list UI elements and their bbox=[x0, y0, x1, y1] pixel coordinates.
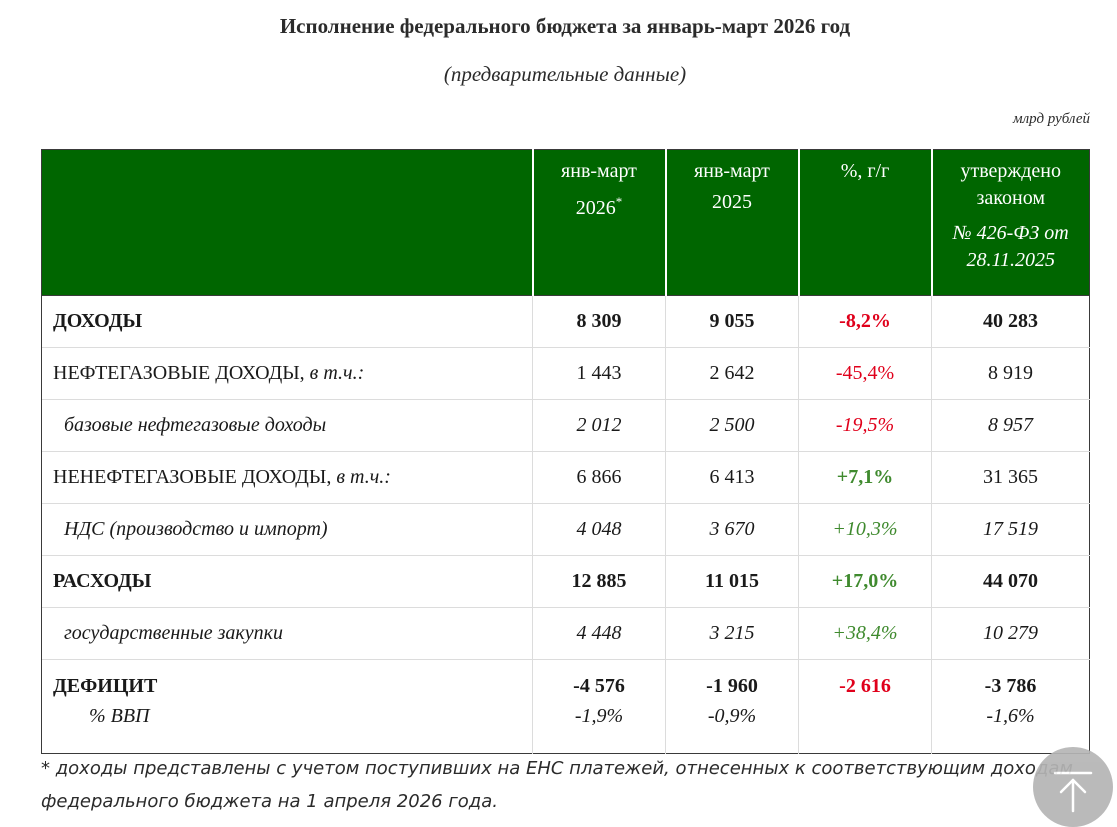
header-2025-line1: янв-март bbox=[694, 160, 770, 182]
cell-law: -3 786 bbox=[931, 659, 1090, 701]
cell-pct: -19,5% bbox=[798, 399, 932, 452]
cell-2026: 4 048 bbox=[532, 503, 666, 556]
footnote-mark: * bbox=[615, 194, 623, 209]
cell-pct: +7,1% bbox=[798, 451, 932, 504]
cell-2026: -4 576 bbox=[532, 659, 666, 701]
table-row-procurement: государственные закупки 4 448 3 215 +38,… bbox=[41, 607, 1090, 660]
row-label-text: НЕНЕФТЕГАЗОВЫЕ ДОХОДЫ, bbox=[53, 466, 337, 488]
header-law: утверждено законом № 426-ФЗ от 28.11.202… bbox=[930, 149, 1090, 296]
cell-2025: 2 642 bbox=[665, 347, 799, 400]
table-row-base-oil-gas: базовые нефтегазовые доходы 2 012 2 500 … bbox=[41, 399, 1090, 452]
cell-2025: 2 500 bbox=[665, 399, 799, 452]
row-label: ДЕФИЦИТ bbox=[41, 659, 533, 701]
table-row-deficit: ДЕФИЦИТ -4 576 -1 960 -2 616 -3 786 bbox=[41, 659, 1090, 701]
cell-2026: 1 443 bbox=[532, 347, 666, 400]
header-pct: %, г/г bbox=[797, 149, 932, 296]
scroll-to-top-button[interactable] bbox=[1033, 747, 1113, 827]
page-title: Исполнение федерального бюджета за январ… bbox=[279, 14, 851, 38]
table-row-revenue: ДОХОДЫ 8 309 9 055 -8,2% 40 283 bbox=[41, 295, 1090, 348]
cell-2026: 8 309 bbox=[532, 295, 666, 348]
cell-2025: -1 960 bbox=[665, 659, 799, 701]
arrow-up-icon bbox=[1053, 771, 1093, 813]
cell-law: -1,6% bbox=[931, 701, 1090, 754]
header-law-line4: 28.11.2025 bbox=[966, 249, 1055, 271]
cell-law: 44 070 bbox=[931, 555, 1090, 608]
cell-law: 10 279 bbox=[931, 607, 1090, 660]
row-label: базовые нефтегазовые доходы bbox=[41, 399, 533, 452]
cell-pct: -8,2% bbox=[798, 295, 932, 348]
table-row-gdp-share: % ВВП -1,9% -0,9% -1,6% bbox=[41, 701, 1090, 754]
cell-law: 8 919 bbox=[931, 347, 1090, 400]
table-row-expenditure: РАСХОДЫ 12 885 11 015 +17,0% 44 070 bbox=[41, 555, 1090, 608]
cell-2026: 4 448 bbox=[532, 607, 666, 660]
row-label: государственные закупки bbox=[41, 607, 533, 660]
header-2026-line2: 2026 bbox=[575, 197, 616, 219]
header-2026: янв-март 2026* bbox=[531, 149, 666, 296]
cell-2025: 3 670 bbox=[665, 503, 799, 556]
cell-law: 40 283 bbox=[931, 295, 1090, 348]
table-row-oil-gas-revenue: НЕФТЕГАЗОВЫЕ ДОХОДЫ, в т.ч.: 1 443 2 642… bbox=[41, 347, 1090, 400]
row-label: НЕНЕФТЕГАЗОВЫЕ ДОХОДЫ, в т.ч.: bbox=[41, 451, 533, 504]
cell-2025: 9 055 bbox=[665, 295, 799, 348]
header-2025-line2: 2025 bbox=[712, 191, 752, 213]
cell-2025: 11 015 bbox=[665, 555, 799, 608]
row-label-suffix: в т.ч.: bbox=[309, 362, 365, 384]
cell-pct: +17,0% bbox=[798, 555, 932, 608]
row-label: НЕФТЕГАЗОВЫЕ ДОХОДЫ, в т.ч.: bbox=[41, 347, 533, 400]
row-label: % ВВП bbox=[41, 701, 533, 754]
cell-2026: 12 885 bbox=[532, 555, 666, 608]
header-2025: янв-март 2025 bbox=[664, 149, 799, 296]
header-2026-line1: янв-март bbox=[561, 160, 637, 182]
page-subtitle: (предварительные данные) bbox=[443, 62, 687, 86]
cell-pct: -2 616 bbox=[798, 659, 932, 701]
table-row-non-oil-gas-revenue: НЕНЕФТЕГАЗОВЫЕ ДОХОДЫ, в т.ч.: 6 866 6 4… bbox=[41, 451, 1090, 504]
header-pct-label: %, г/г bbox=[840, 160, 890, 182]
cell-law: 8 957 bbox=[931, 399, 1090, 452]
footnote: * доходы представлены с учетом поступивш… bbox=[41, 758, 1073, 812]
cell-2026: -1,9% bbox=[532, 701, 666, 754]
cell-pct: +38,4% bbox=[798, 607, 932, 660]
row-label-suffix: в т.ч.: bbox=[336, 466, 391, 488]
cell-pct: -45,4% bbox=[798, 347, 932, 400]
cell-pct bbox=[798, 701, 932, 754]
header-law-line3: № 426-ФЗ от bbox=[952, 222, 1069, 244]
cell-2025: 6 413 bbox=[665, 451, 799, 504]
cell-law: 17 519 bbox=[931, 503, 1090, 556]
cell-2026: 6 866 bbox=[532, 451, 666, 504]
table-row-vat: НДС (производство и импорт) 4 048 3 670 … bbox=[41, 503, 1090, 556]
cell-2025: -0,9% bbox=[665, 701, 799, 754]
cell-2025: 3 215 bbox=[665, 607, 799, 660]
cell-law: 31 365 bbox=[931, 451, 1090, 504]
budget-table: янв-март 2026* янв-март 2025 %, г/г утве… bbox=[41, 149, 1090, 754]
cell-pct: +10,3% bbox=[798, 503, 932, 556]
cell-2026: 2 012 bbox=[532, 399, 666, 452]
row-label-text: НЕФТЕГАЗОВЫЕ ДОХОДЫ, bbox=[53, 362, 310, 384]
header-label-cell bbox=[41, 149, 533, 296]
units-label: млрд рублей bbox=[1013, 111, 1090, 127]
row-label: РАСХОДЫ bbox=[41, 555, 533, 608]
header-law-line1: утверждено bbox=[960, 160, 1062, 182]
row-label: НДС (производство и импорт) bbox=[41, 503, 533, 556]
table-header: янв-март 2026* янв-март 2025 %, г/г утве… bbox=[41, 149, 1090, 296]
row-label: ДОХОДЫ bbox=[41, 295, 533, 348]
header-law-line2: законом bbox=[976, 187, 1045, 209]
